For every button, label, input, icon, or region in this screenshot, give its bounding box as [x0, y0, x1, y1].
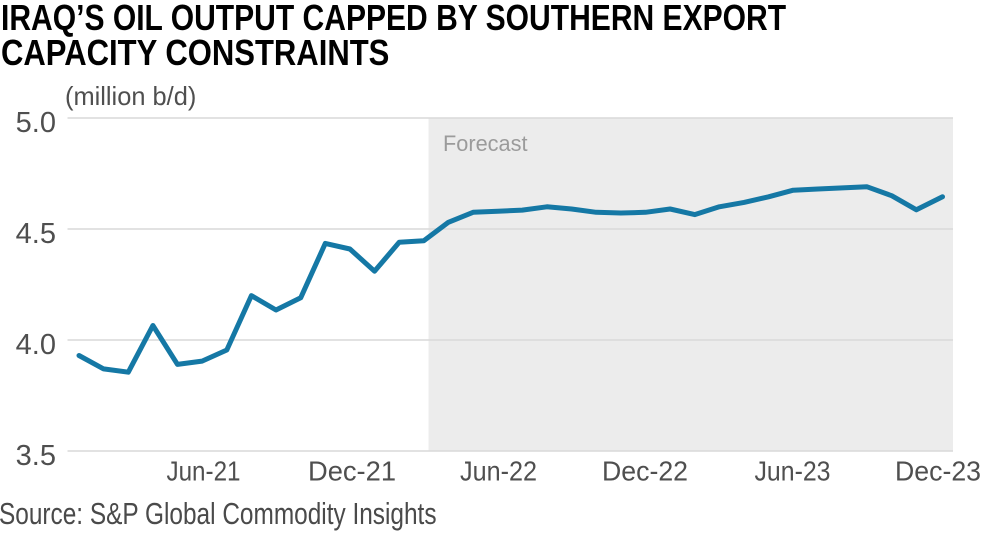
- svg-text:Forecast: Forecast: [443, 131, 528, 156]
- svg-text:Dec-21: Dec-21: [308, 456, 396, 487]
- svg-text:Jun-23: Jun-23: [755, 456, 831, 487]
- svg-text:Dec-22: Dec-22: [602, 456, 688, 487]
- svg-text:Jun-21: Jun-21: [167, 456, 241, 487]
- svg-text:5.0: 5.0: [16, 107, 56, 139]
- svg-text:4.5: 4.5: [16, 218, 56, 250]
- svg-text:3.5: 3.5: [16, 440, 56, 472]
- svg-text:4.0: 4.0: [16, 329, 56, 361]
- svg-text:Dec-23: Dec-23: [895, 456, 981, 487]
- svg-text:Jun-22: Jun-22: [460, 456, 537, 487]
